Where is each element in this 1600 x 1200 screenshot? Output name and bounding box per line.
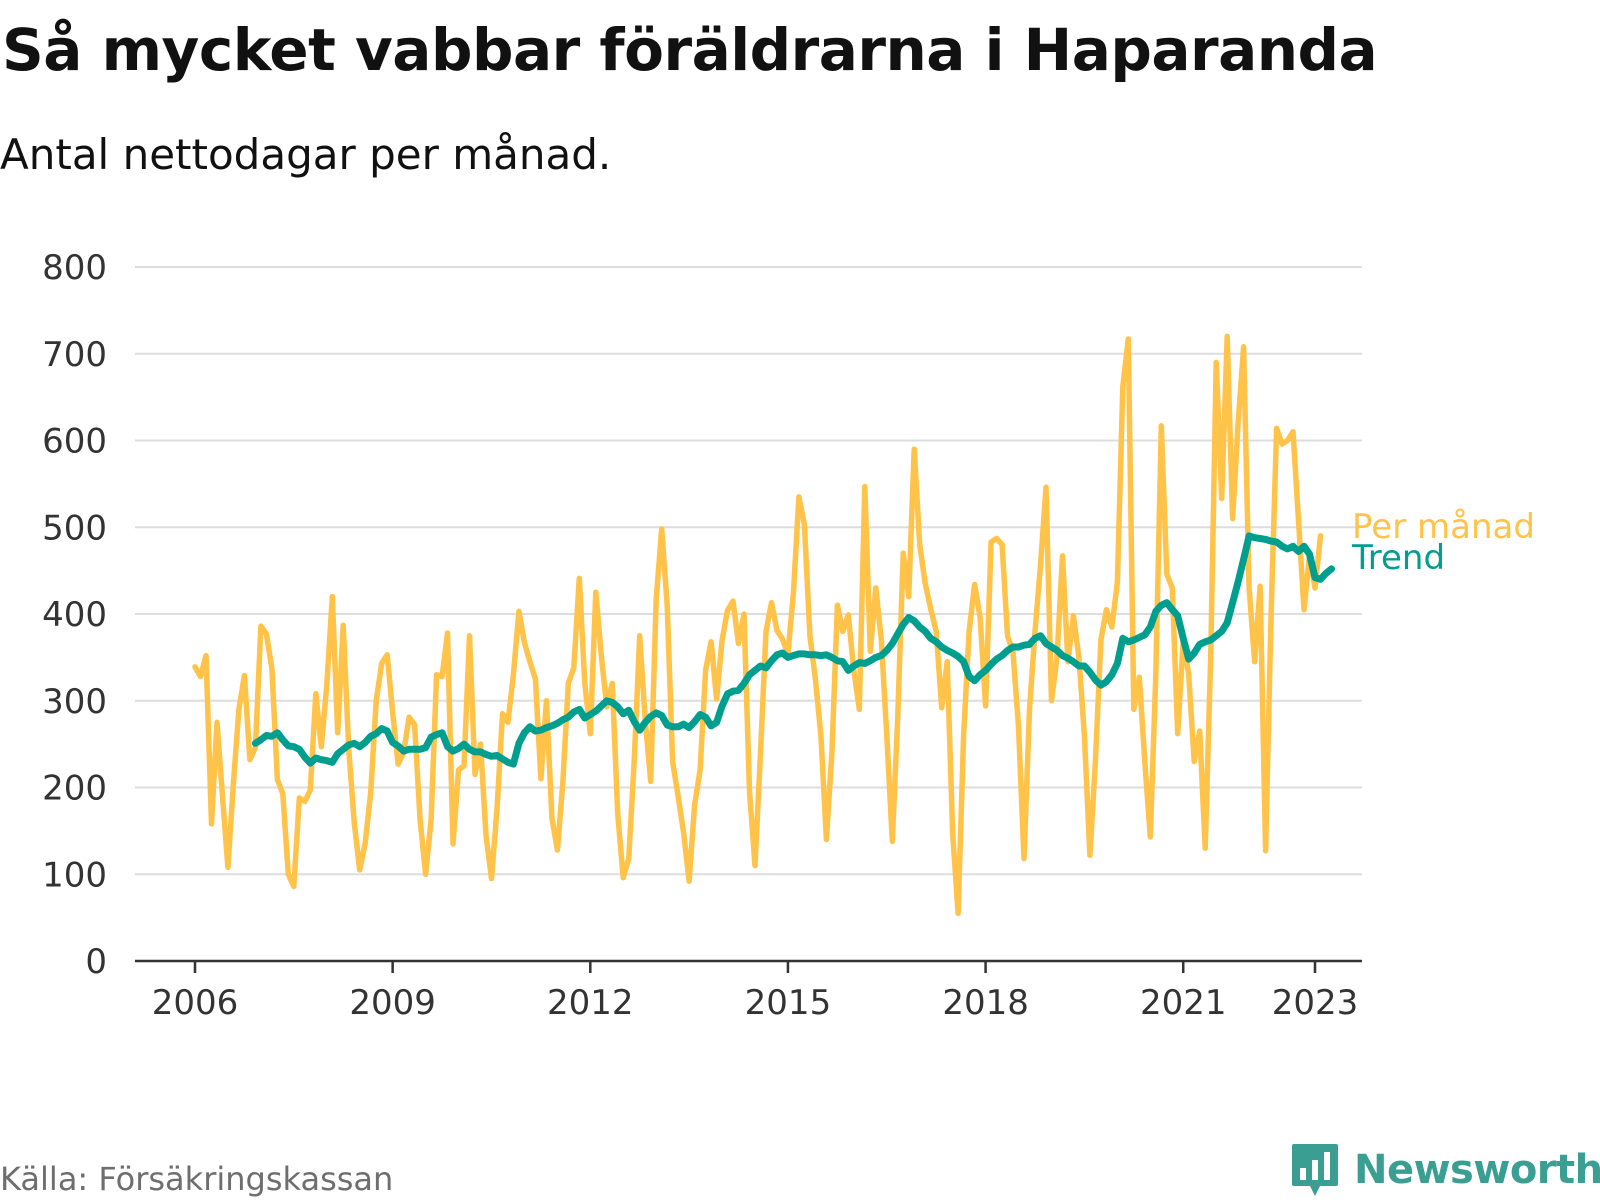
series-label-per-manad: Per månad bbox=[1352, 507, 1535, 547]
series-lines bbox=[192, 333, 1335, 917]
y-tick-label: 200 bbox=[42, 769, 107, 809]
y-tick-label: 0 bbox=[85, 942, 107, 982]
y-tick-label: 400 bbox=[42, 595, 107, 635]
series-line-per-manad bbox=[192, 333, 1324, 917]
y-tick-label: 700 bbox=[42, 335, 107, 375]
series-label-trend: Trend bbox=[1351, 538, 1445, 578]
chart-subtitle: Antal nettodagar per månad. bbox=[0, 130, 612, 179]
x-tick-label: 2009 bbox=[349, 983, 436, 1023]
bar-chart-bubble-icon bbox=[1292, 1144, 1338, 1196]
source-note: Källa: Försäkringskassan bbox=[0, 1160, 394, 1198]
x-tick-label: 2015 bbox=[745, 983, 832, 1023]
chart-title: Så mycket vabbar föräldrarna i Haparanda bbox=[2, 16, 1378, 84]
x-tick-label: 2023 bbox=[1272, 983, 1359, 1023]
x-tick-label: 2006 bbox=[152, 983, 239, 1023]
series-line-trend bbox=[251, 532, 1335, 768]
x-tick-label: 2012 bbox=[547, 983, 634, 1023]
y-tick-label: 500 bbox=[42, 508, 107, 548]
brand-name: Newsworthy bbox=[1354, 1147, 1600, 1193]
y-tick-label: 100 bbox=[42, 855, 107, 895]
brand-logo[interactable]: Newsworthy bbox=[1290, 1140, 1600, 1200]
y-tick-label: 800 bbox=[42, 248, 107, 288]
y-tick-label: 600 bbox=[42, 422, 107, 462]
x-tick-label: 2021 bbox=[1140, 983, 1227, 1023]
x-tick-label: 2018 bbox=[942, 983, 1029, 1023]
axes: 0 100 200 300 400 500 600 700 800 2006 2009 2012 201… bbox=[42, 248, 1362, 1023]
y-tick-label: 300 bbox=[42, 682, 107, 722]
